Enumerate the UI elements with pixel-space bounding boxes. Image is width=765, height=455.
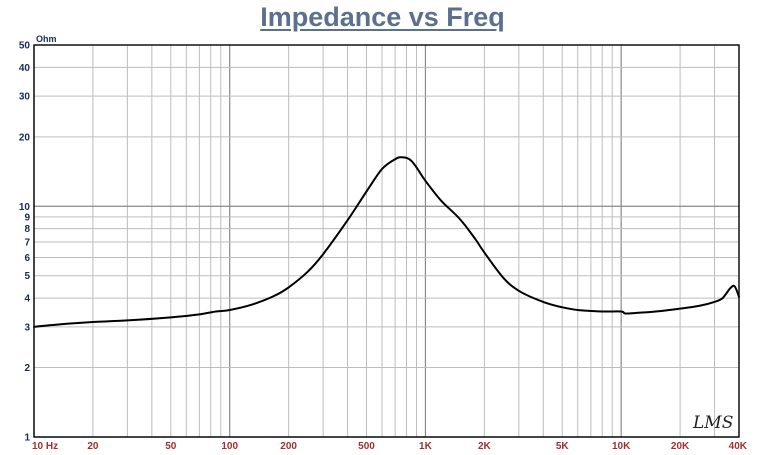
chart-title: Impedance vs Freq xyxy=(260,2,505,32)
y-tick-label: 1 xyxy=(24,433,30,444)
x-tick-label: 20K xyxy=(671,441,690,452)
y-tick-label: 2 xyxy=(24,363,30,374)
x-tick-label: 1K xyxy=(419,441,433,452)
x-tick-label: 10 Hz xyxy=(32,441,58,452)
y-tick-label: 40 xyxy=(19,63,31,74)
y-tick-label: 20 xyxy=(19,132,31,143)
y-tick-label: 50 xyxy=(19,41,31,52)
x-tick-label: 200 xyxy=(280,441,297,452)
chart-grid xyxy=(33,44,740,438)
y-tick-label: 9 xyxy=(24,212,30,223)
x-tick-label: 20 xyxy=(87,441,99,452)
impedance-curve xyxy=(33,156,740,328)
y-tick-label: 6 xyxy=(24,253,30,264)
plot-frame xyxy=(33,44,740,438)
y-tick-label: 5 xyxy=(24,271,30,282)
x-tick-label: 50 xyxy=(165,441,177,452)
y-tick-label: 7 xyxy=(24,238,30,249)
y-tick-label: 8 xyxy=(24,224,30,235)
y-tick-label: 3 xyxy=(24,322,30,333)
x-tick-label: 2K xyxy=(478,441,492,452)
y-tick-label: 30 xyxy=(19,92,31,103)
x-tick-label: 10K xyxy=(612,441,631,452)
x-tick-label: 40K xyxy=(729,441,748,452)
x-tick-label: 5K xyxy=(556,441,570,452)
y-tick-label: 4 xyxy=(24,294,30,305)
y-tick-label: 10 xyxy=(19,202,31,213)
lms-signature: LMS xyxy=(692,413,733,433)
y-axis-unit-label: Ohm xyxy=(36,34,57,44)
x-tick-label: 100 xyxy=(221,441,238,452)
x-tick-label: 500 xyxy=(358,441,375,452)
